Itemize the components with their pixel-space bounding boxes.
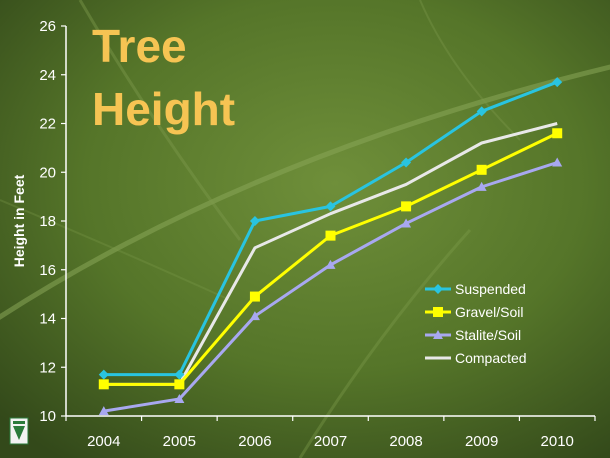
legend-item-suspended: Suspended <box>425 281 526 297</box>
data-point-gravel-soil <box>174 379 185 390</box>
x-tick-label: 2010 <box>541 433 574 450</box>
legend-marker-suspended <box>433 284 443 294</box>
x-tick-label: 2005 <box>163 433 196 450</box>
series-line-compacted <box>103 122 558 386</box>
chart-title-line-2: Height <box>92 83 235 135</box>
data-point-stalite-soil <box>401 218 412 228</box>
legend-marker-gravel-soil <box>433 307 443 317</box>
data-point-gravel-soil <box>401 201 412 212</box>
y-tick-label: 26 <box>39 18 56 35</box>
legend-marker-stalite-soil <box>433 330 443 339</box>
data-point-stalite-soil <box>476 181 487 191</box>
series-line-gravel-soil <box>103 131 558 386</box>
data-point-gravel-soil <box>552 128 563 139</box>
data-point-stalite-soil <box>249 311 260 321</box>
logo-badge <box>9 417 29 445</box>
data-point-gravel-soil <box>249 291 260 302</box>
y-tick-label: 22 <box>39 116 56 133</box>
chart-title-line-1: Tree <box>92 20 187 72</box>
legend-item-compacted: Compacted <box>425 350 527 366</box>
legend-label-suspended: Suspended <box>455 281 526 297</box>
y-tick-label: 18 <box>39 213 56 230</box>
series-stalite-soil <box>98 157 563 416</box>
data-point-suspended <box>476 106 487 117</box>
y-tick-label: 12 <box>39 359 56 376</box>
y-axis-label: Height in Feet <box>11 174 27 267</box>
x-tick-label: 2007 <box>314 433 347 450</box>
data-point-suspended <box>174 369 185 380</box>
legend-label-stalite-soil: Stalite/Soil <box>455 327 521 343</box>
data-point-gravel-soil <box>476 164 487 175</box>
data-point-stalite-soil <box>98 406 109 416</box>
data-point-gravel-soil <box>98 379 109 390</box>
series-group <box>98 77 563 416</box>
y-tick-label: 16 <box>39 262 56 279</box>
series-compacted <box>103 122 558 386</box>
data-point-suspended <box>249 216 260 226</box>
data-point-gravel-soil <box>325 230 336 241</box>
x-tick-label: 2008 <box>389 433 422 450</box>
x-tick-label: 2004 <box>87 433 120 450</box>
x-tick-label: 2009 <box>465 433 498 450</box>
series-gravel-soil <box>98 128 563 390</box>
y-tick-label: 20 <box>39 164 56 181</box>
legend: Suspended Gravel/Soil Stalite/Soil Compacte… <box>425 281 527 366</box>
legend-label-compacted: Compacted <box>455 350 527 366</box>
y-tick-label: 10 <box>39 408 56 425</box>
legend-item-gravel-soil: Gravel/Soil <box>425 304 523 320</box>
data-point-suspended <box>552 77 563 88</box>
legend-label-gravel-soil: Gravel/Soil <box>455 304 523 320</box>
data-point-suspended <box>98 369 109 380</box>
data-point-stalite-soil <box>552 157 563 167</box>
x-tick-label: 2006 <box>238 433 271 450</box>
data-point-suspended <box>401 157 412 168</box>
data-point-stalite-soil <box>174 393 185 403</box>
y-tick-label: 24 <box>39 67 56 84</box>
legend-item-stalite-soil: Stalite/Soil <box>425 327 521 343</box>
data-point-stalite-soil <box>325 259 336 269</box>
data-point-suspended <box>325 201 336 212</box>
series-suspended <box>98 77 563 380</box>
y-tick-label: 14 <box>39 311 56 328</box>
axes: 10 12 14 16 18 20 22 24 26 2004 2005 2006 2007 2008 20… <box>39 18 596 450</box>
